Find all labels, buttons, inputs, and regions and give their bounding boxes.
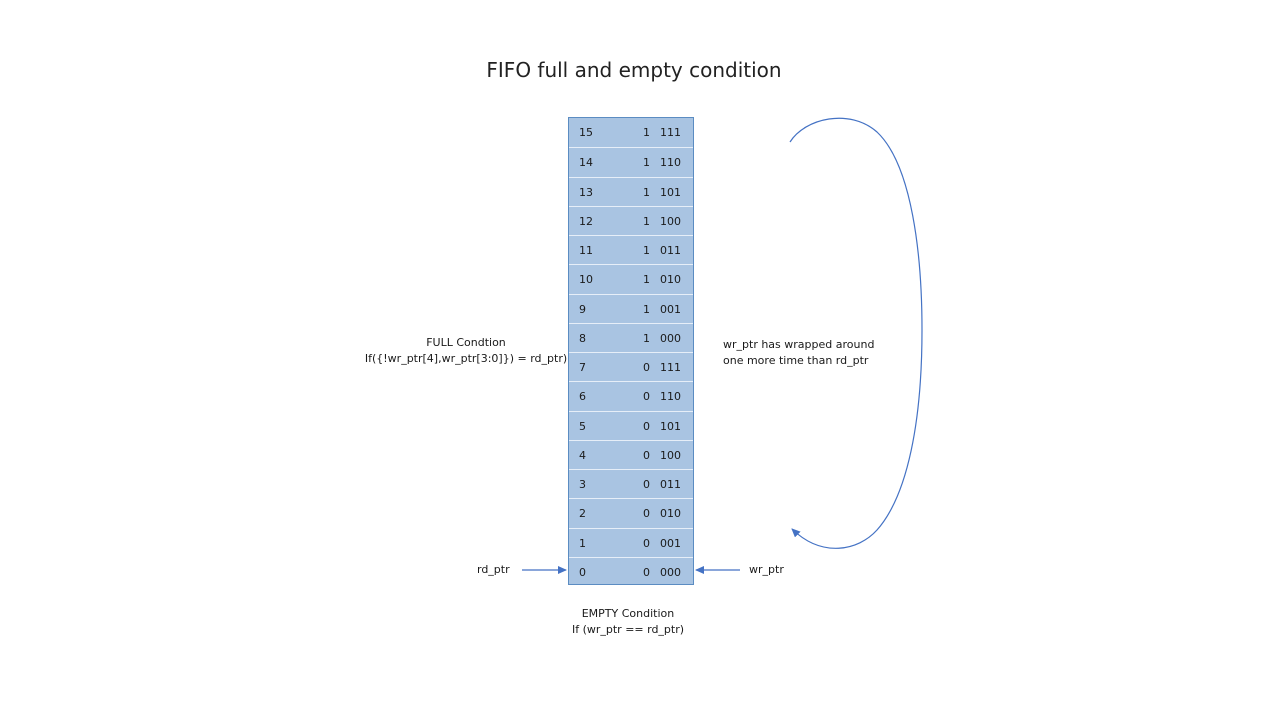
fifo-row-13: 13 1 101	[569, 176, 693, 206]
fifo-row-2: 2 0 010	[569, 498, 693, 527]
fifo-row-bits: 011	[660, 244, 681, 257]
fifo-row-index: 8	[579, 331, 586, 345]
fifo-row-index: 13	[579, 185, 593, 199]
full-condition-heading: FULL Condtion	[426, 336, 506, 349]
fifo-row-index: 10	[579, 273, 593, 287]
fifo-row-index: 15	[579, 126, 593, 139]
fifo-row-index: 12	[579, 214, 593, 228]
fifo-row-bits: 100	[660, 448, 681, 462]
fifo-row-msb: 1	[643, 185, 650, 199]
fifo-row-index: 7	[579, 361, 586, 374]
fifo-row-index: 14	[579, 156, 593, 170]
fifo-row-14: 14 1 110	[569, 147, 693, 176]
fifo-row-5: 5 0 101	[569, 410, 693, 440]
full-condition-expression: If({!wr_ptr[4],wr_ptr[3:0]}) = rd_ptr)	[364, 352, 568, 365]
fifo-row-bits: 110	[660, 390, 681, 404]
fifo-row-1: 1 0 001	[569, 527, 693, 557]
diagram-title: FIFO full and empty condition	[486, 58, 782, 82]
fifo-row-12: 12 1 100	[569, 205, 693, 235]
fifo-row-bits: 000	[660, 565, 681, 579]
fifo-row-bits: 001	[660, 536, 681, 550]
fifo-row-3: 3 0 011	[569, 469, 693, 498]
empty-condition-expression: If (wr_ptr == rd_ptr)	[571, 623, 685, 636]
fifo-row-6: 6 0 110	[569, 381, 693, 410]
fifo-row-bits: 010	[660, 507, 681, 521]
fifo-row-msb: 1	[643, 244, 650, 257]
empty-condition-label: EMPTY Condition If (wr_ptr == rd_ptr)	[540, 606, 716, 638]
wrap-around-note-line-1: wr_ptr has wrapped around	[723, 338, 875, 351]
fifo-row-bits: 101	[660, 419, 681, 433]
fifo-row-bits: 111	[660, 126, 681, 139]
fifo-row-msb: 1	[643, 331, 650, 345]
fifo-row-7: 7 0 111	[569, 352, 693, 381]
fifo-row-msb: 0	[643, 565, 650, 579]
fifo-row-index: 6	[579, 390, 586, 404]
fifo-row-index: 5	[579, 419, 586, 433]
fifo-row-msb: 0	[643, 390, 650, 404]
fifo-row-bits: 010	[660, 273, 681, 287]
fifo-row-index: 1	[579, 536, 586, 550]
fifo-row-4: 4 0 100	[569, 439, 693, 469]
fifo-row-msb: 0	[643, 478, 650, 491]
fifo-row-msb: 1	[643, 273, 650, 287]
fifo-row-index: 0	[579, 565, 586, 579]
fifo-row-bits: 000	[660, 331, 681, 345]
wr-ptr-label: wr_ptr	[749, 563, 784, 576]
wrap-around-note-line-2: one more time than rd_ptr	[723, 354, 869, 367]
fifo-row-9: 9 1 001	[569, 293, 693, 323]
fifo-memory-column: 15 1 111 14 1 110 13 1 101 12 1 100 11 1…	[568, 117, 694, 585]
fifo-row-bits: 101	[660, 185, 681, 199]
fifo-row-msb: 1	[643, 214, 650, 228]
fifo-row-index: 3	[579, 478, 586, 491]
fifo-row-msb: 1	[643, 302, 650, 316]
fifo-row-msb: 1	[643, 156, 650, 170]
fifo-row-8: 8 1 000	[569, 322, 693, 352]
fifo-row-bits: 001	[660, 302, 681, 316]
fifo-row-15: 15 1 111	[569, 118, 693, 147]
fifo-row-bits: 110	[660, 156, 681, 170]
fifo-row-bits: 011	[660, 478, 681, 491]
fifo-row-msb: 0	[643, 448, 650, 462]
fifo-row-10: 10 1 010	[569, 264, 693, 293]
wrap-around-arrow	[789, 117, 923, 549]
fifo-row-msb: 0	[643, 507, 650, 521]
fifo-row-index: 4	[579, 448, 586, 462]
fifo-row-msb: 0	[643, 419, 650, 433]
wrap-around-note: wr_ptr has wrapped around one more time …	[723, 337, 874, 369]
fifo-row-index: 9	[579, 302, 586, 316]
fifo-row-bits: 100	[660, 214, 681, 228]
fifo-row-0: 0 0 000	[569, 556, 693, 586]
fifo-row-msb: 1	[643, 126, 650, 139]
fifo-row-index: 2	[579, 507, 586, 521]
fifo-row-bits: 111	[660, 361, 681, 374]
fifo-row-msb: 0	[643, 361, 650, 374]
rd-ptr-label: rd_ptr	[477, 563, 510, 576]
empty-condition-heading: EMPTY Condition	[581, 607, 675, 620]
fifo-row-index: 11	[579, 244, 593, 257]
fifo-row-msb: 0	[643, 536, 650, 550]
fifo-row-11: 11 1 011	[569, 235, 693, 264]
full-condition-label: FULL Condtion If({!wr_ptr[4],wr_ptr[3:0]…	[360, 335, 572, 367]
